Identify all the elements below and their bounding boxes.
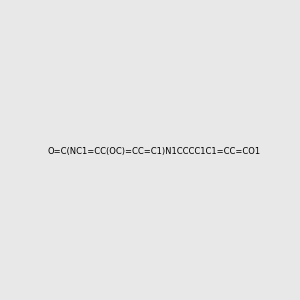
- Text: O=C(NC1=CC(OC)=CC=C1)N1CCCC1C1=CC=CO1: O=C(NC1=CC(OC)=CC=C1)N1CCCC1C1=CC=CO1: [47, 147, 260, 156]
